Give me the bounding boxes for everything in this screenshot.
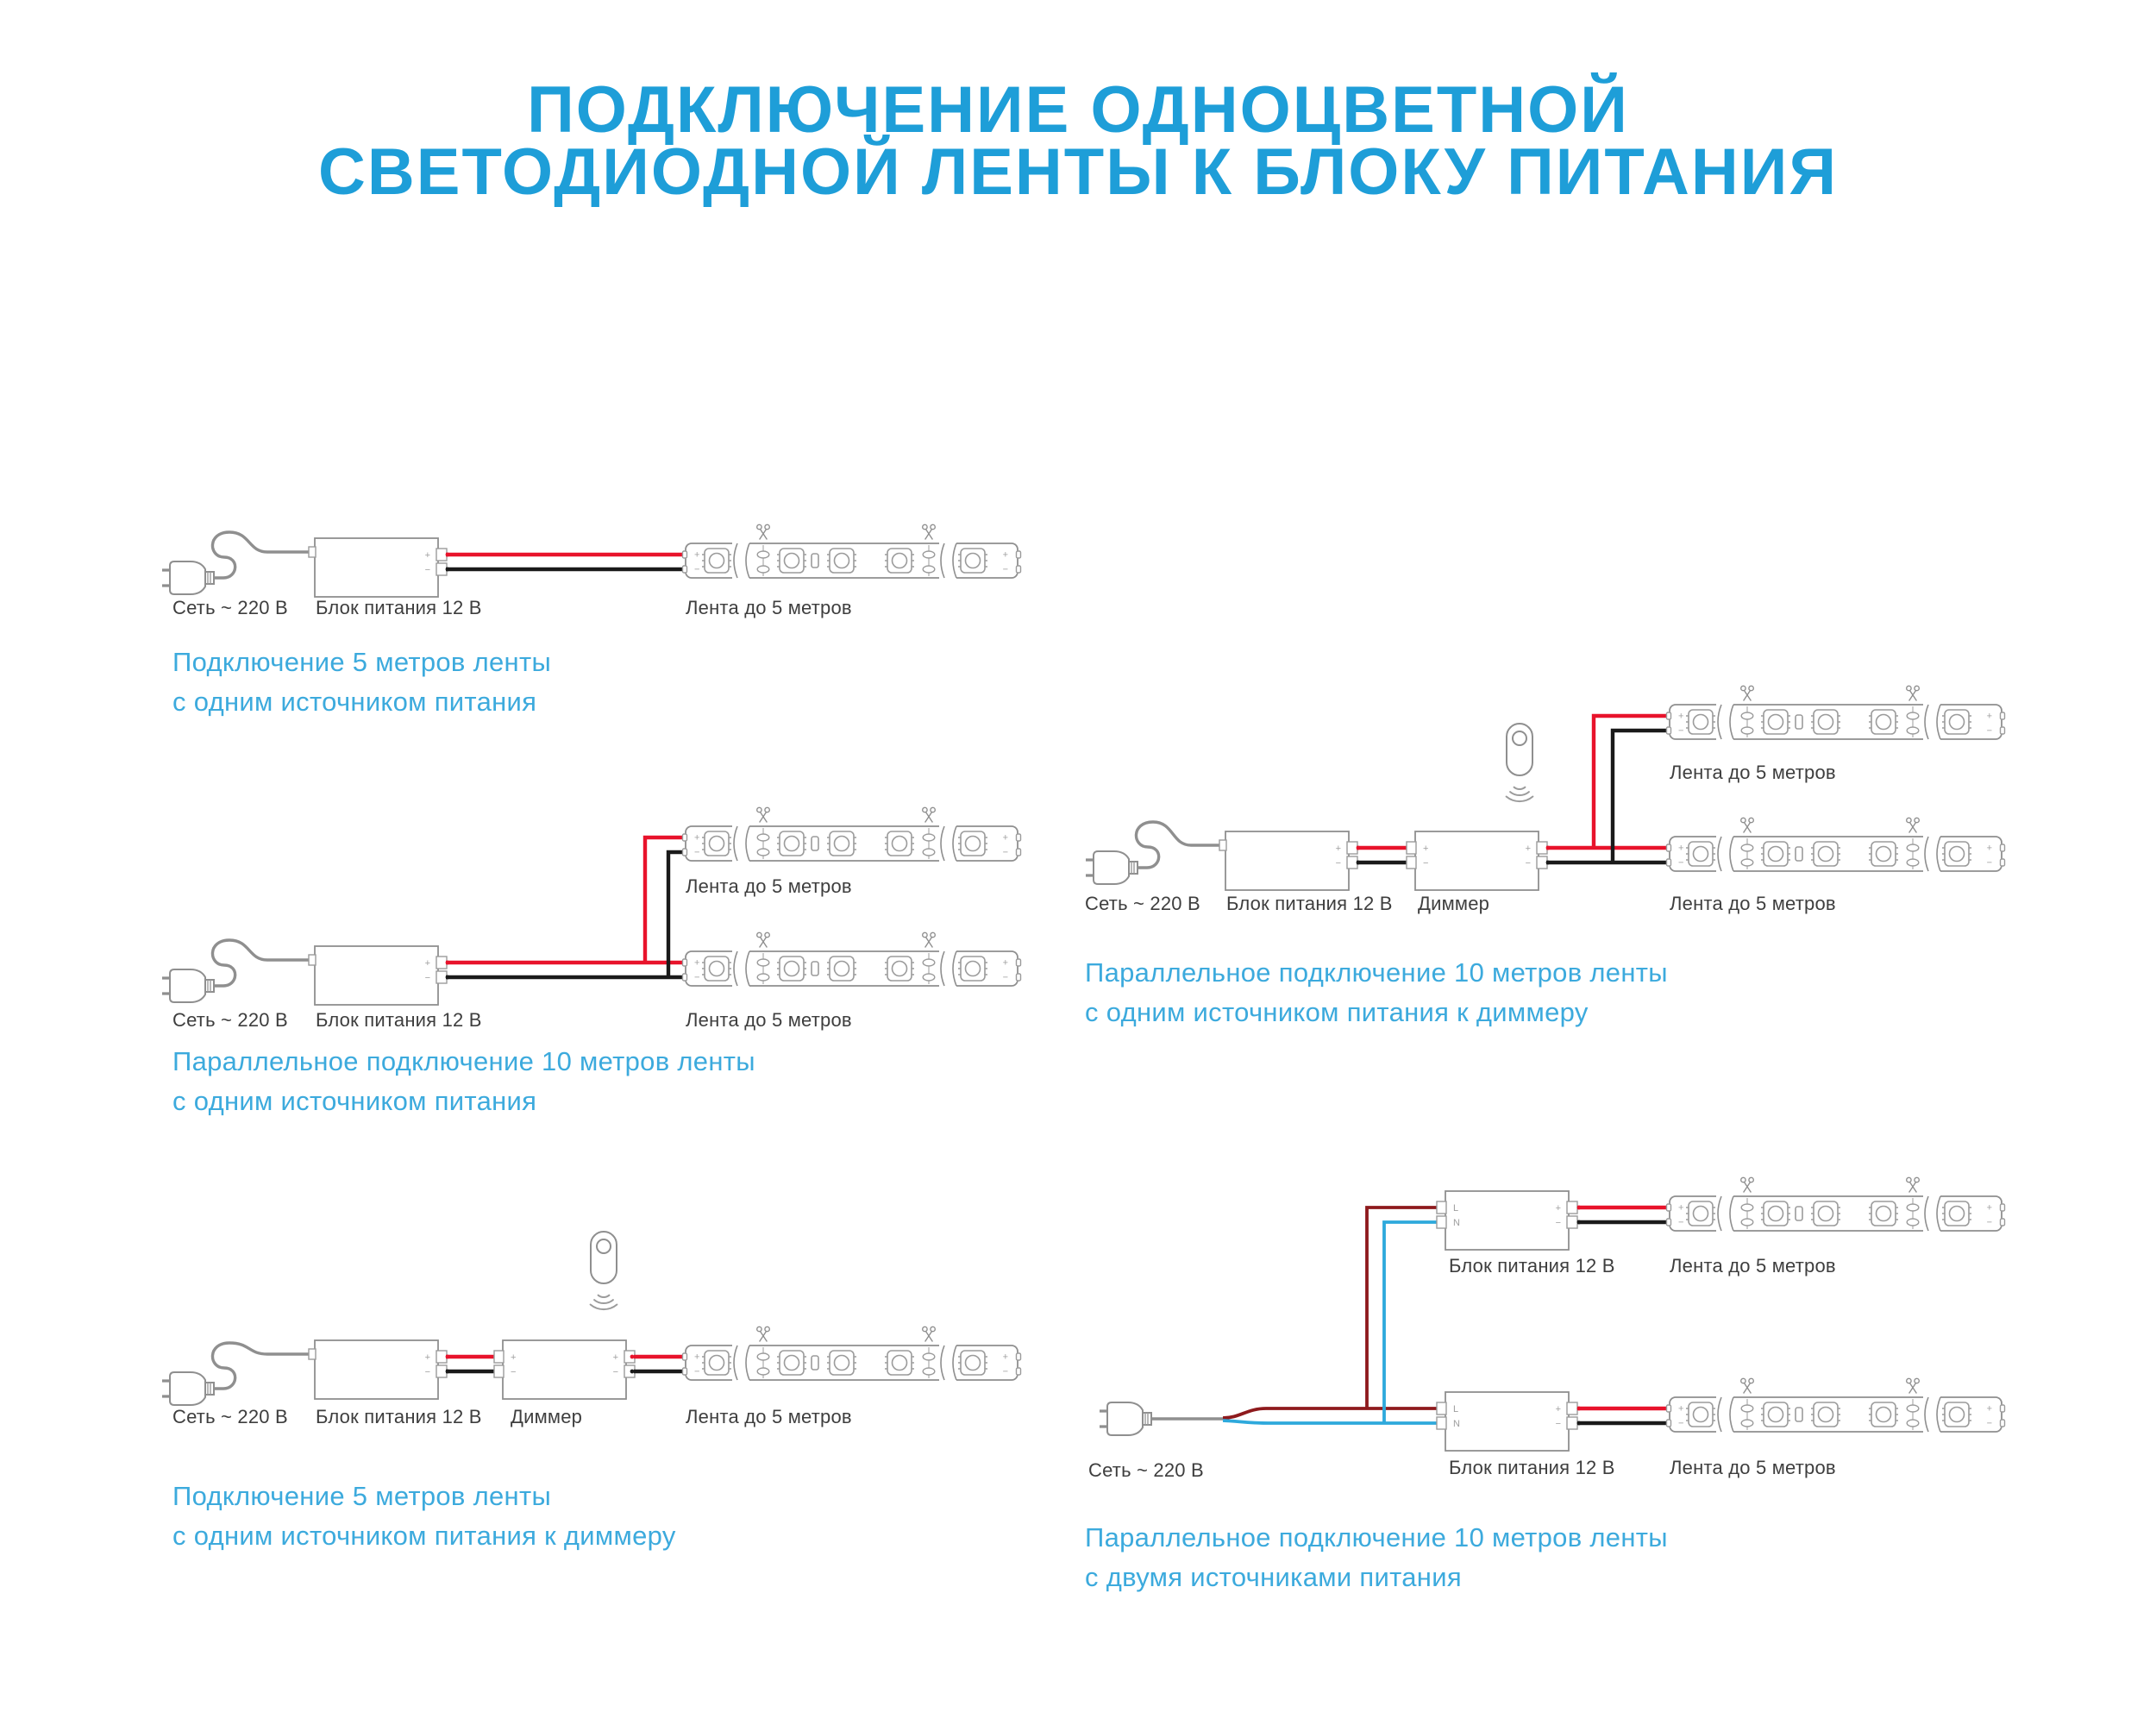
label-mains: Сеть ~ 220 В: [172, 597, 288, 618]
positive-wire: [1577, 1205, 1670, 1411]
caption-line: Параллельное подключение 10 метров ленты: [172, 1046, 755, 1076]
caption-line: с двумя источниками питания: [1085, 1562, 1462, 1592]
caption-line: с одним источником питания к диммеру: [172, 1521, 676, 1551]
diagram-single-strip-single-psu: Сеть ~ 220 В Блок питания 12 В Лента до …: [160, 524, 1021, 618]
positive-wire: [446, 835, 686, 965]
label-strip: Лента до 5 метров: [686, 1406, 852, 1427]
label-psu: Блок питания 12 В: [316, 1009, 482, 1031]
label-strip: Лента до 5 метров: [686, 597, 852, 618]
caption-line: Подключение 5 метров ленты: [172, 1481, 552, 1511]
caption-diagram-5: Параллельное подключение 10 метров ленты…: [1085, 1518, 1668, 1597]
label-psu-upper: Блок питания 12 В: [1449, 1255, 1615, 1276]
page-title: ПОДКЛЮЧЕНИЕ ОДНОЦВЕТНОЙ СВЕТОДИОДНОЙ ЛЕН…: [0, 73, 2156, 209]
negative-wire: [1577, 1220, 1670, 1426]
label-dimmer: Диммер: [511, 1406, 582, 1427]
negative-wire: [446, 850, 686, 980]
diagram-single-strip-psu-dimmer: Сеть ~ 220 В Блок питания 12 В Диммер Ле…: [160, 1231, 1021, 1427]
label-mains: Сеть ~ 220 В: [1088, 1459, 1204, 1481]
page-title-line2: СВЕТОДИОДНОЙ ЛЕНТЫ К БЛОКУ ПИТАНИЯ: [318, 135, 1838, 209]
label-psu: Блок питания 12 В: [316, 597, 482, 618]
mains-cord: [210, 1341, 309, 1390]
label-strip-lower: Лента до 5 метров: [686, 1009, 852, 1031]
diagram-parallel-strips-two-psu: Блок питания 12 В Лента до 5 метров Сеть…: [1088, 1177, 2005, 1481]
negative-wire: [1546, 728, 1670, 865]
caption-line: Параллельное подключение 10 метров ленты: [1085, 957, 1668, 988]
mains-cord: [210, 938, 309, 988]
label-mains: Сеть ~ 220 В: [172, 1406, 288, 1427]
line-wire: [1222, 1206, 1440, 1420]
caption-diagram-2: Параллельное подключение 10 метров ленты…: [172, 1042, 755, 1121]
diagram-parallel-strips-psu-dimmer: Лента до 5 метров Сеть ~ 220 В Блок пита…: [1084, 686, 2005, 914]
caption-line: с одним источником питания к диммеру: [1085, 997, 1589, 1027]
caption-diagram-1: Подключение 5 метров ленты с одним источ…: [172, 643, 551, 722]
label-psu: Блок питания 12 В: [1226, 893, 1393, 914]
label-psu: Блок питания 12 В: [316, 1406, 482, 1427]
label-mains: Сеть ~ 220 В: [1085, 893, 1200, 914]
neutral-wire: [1222, 1220, 1440, 1425]
page-title-line1: ПОДКЛЮЧЕНИЕ ОДНОЦВЕТНОЙ: [527, 73, 1629, 147]
label-strip-upper: Лента до 5 метров: [1670, 762, 1836, 783]
label-mains: Сеть ~ 220 В: [172, 1009, 288, 1031]
caption-line: с одним источником питания: [172, 1086, 537, 1116]
mains-cord: [1134, 820, 1219, 869]
label-strip-lower: Лента до 5 метров: [1670, 893, 1836, 914]
caption-line: Параллельное подключение 10 метров ленты: [1085, 1522, 1668, 1552]
positive-wire: [1546, 713, 1670, 850]
label-strip-upper: Лента до 5 метров: [686, 875, 852, 897]
label-strip-lower: Лента до 5 метров: [1670, 1457, 1836, 1478]
diagram-parallel-strips-single-psu: Лента до 5 метров Сеть ~ 220 В Блок пита…: [160, 807, 1021, 1031]
caption-line: Подключение 5 метров ленты: [172, 647, 552, 677]
caption-line: с одним источником питания: [172, 687, 537, 717]
label-strip-upper: Лента до 5 метров: [1670, 1255, 1836, 1276]
mains-cord: [210, 530, 309, 580]
label-psu-lower: Блок питания 12 В: [1449, 1457, 1615, 1478]
label-dimmer: Диммер: [1418, 893, 1489, 914]
caption-diagram-3: Подключение 5 метров ленты с одним источ…: [172, 1477, 676, 1556]
caption-diagram-4: Параллельное подключение 10 метров ленты…: [1085, 953, 1668, 1032]
